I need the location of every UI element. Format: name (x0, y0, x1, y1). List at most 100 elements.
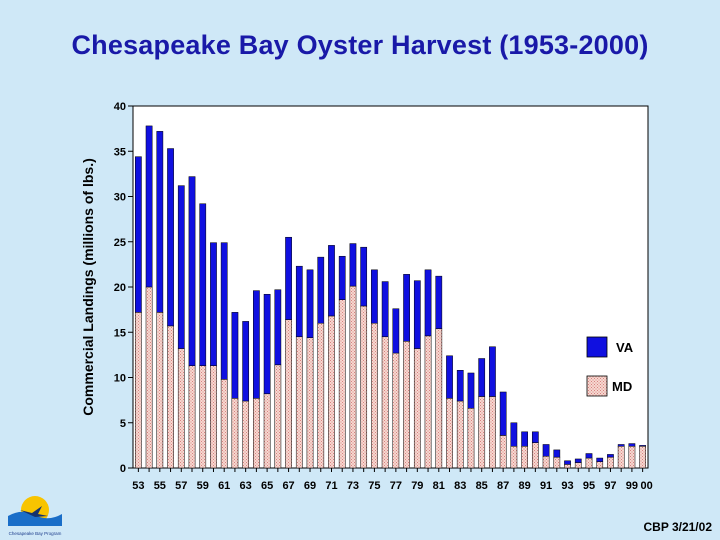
bar-va-79 (413, 280, 421, 349)
bar-va-84 (467, 372, 475, 409)
bar-md-85 (478, 396, 486, 469)
x-tick-label: 89 (518, 480, 530, 492)
bar-va-69 (306, 269, 314, 338)
bar-md-97 (607, 456, 614, 469)
bar-va-63 (242, 321, 250, 402)
bar-va-97 (607, 454, 614, 458)
logo-text: Chesapeake Bay Program (9, 531, 62, 536)
bar-va-89 (521, 431, 528, 447)
bar-va-98 (617, 444, 625, 447)
bar-md-74 (360, 305, 368, 469)
bar-md-79 (413, 348, 421, 469)
bar-md-62 (231, 398, 239, 469)
x-tick-label: 57 (175, 480, 187, 492)
bar-va-93 (564, 460, 571, 465)
bar-va-80 (424, 269, 432, 337)
x-tick-label: 79 (411, 480, 423, 492)
y-tick-label: 15 (114, 327, 126, 339)
bar-va-72 (338, 255, 346, 300)
bar-va-74 (360, 246, 368, 307)
bar-va-81 (435, 275, 443, 329)
bar-va-94 (574, 458, 582, 463)
bar-md-95 (585, 457, 593, 469)
bar-va-66 (274, 289, 282, 366)
x-tick-label: 99 (626, 480, 638, 492)
y-tick-label: 10 (114, 373, 126, 385)
y-tick-label: 0 (120, 463, 126, 475)
plot-area (132, 105, 649, 469)
bar-md-83 (456, 400, 464, 469)
bar-va-64 (253, 290, 260, 399)
bar-md-59 (199, 365, 207, 469)
x-tick-label: 83 (454, 480, 466, 492)
bar-md-75 (371, 322, 378, 469)
y-tick-label: 40 (114, 101, 126, 113)
bar-va-71 (328, 245, 335, 317)
y-axis: 0 5 10 15 20 25 30 35 40 (114, 101, 133, 475)
x-tick-label: 73 (347, 480, 359, 492)
bar-md-80 (424, 335, 432, 469)
bar-md-96 (596, 461, 604, 469)
x-tick-label: 87 (497, 480, 509, 492)
bar-md-71 (328, 315, 335, 469)
bar-md-94 (574, 462, 582, 469)
legend: VA MD (586, 336, 634, 397)
bar-md-99 (628, 446, 636, 469)
bar-md-87 (499, 435, 507, 469)
bar-va-87 (499, 391, 507, 436)
bars-group (135, 125, 646, 469)
x-tick-label: 91 (540, 480, 552, 492)
bar-md-93 (564, 464, 571, 469)
bar-md-61 (220, 379, 228, 469)
bar-va-83 (456, 370, 464, 402)
legend-label-md: MD (612, 379, 632, 394)
footer-date: CBP 3/21/02 (643, 520, 713, 534)
bar-md-66 (274, 364, 282, 469)
x-tick-label: 71 (325, 480, 337, 492)
bar-va-96 (596, 457, 604, 462)
x-tick-label: 77 (390, 480, 402, 492)
bar-md-64 (253, 398, 260, 469)
page-title: Chesapeake Bay Oyster Harvest (1953-2000… (71, 30, 649, 60)
y-tick-label: 5 (120, 418, 126, 430)
x-tick-label: 67 (282, 480, 294, 492)
bar-md-77 (392, 352, 400, 469)
bar-md-68 (295, 336, 303, 469)
bar-md-89 (521, 446, 528, 469)
legend-swatch-va (586, 336, 608, 358)
x-tick-label: 93 (561, 480, 573, 492)
bar-va-90 (531, 431, 539, 443)
bar-md-65 (263, 393, 271, 469)
bar-md-57 (177, 348, 185, 469)
bar-va-62 (231, 312, 239, 399)
chesapeake-bay-program-logo: Chesapeake Bay Program (8, 496, 62, 536)
legend-swatch-md (586, 375, 608, 397)
bar-md-63 (242, 400, 250, 469)
x-tick-label: 61 (218, 480, 230, 492)
bar-va-60 (210, 242, 217, 366)
bar-va-73 (349, 243, 357, 287)
x-tick-label: 00 (641, 480, 653, 492)
bar-va-53 (135, 156, 142, 313)
bar-md-98 (617, 446, 625, 469)
bar-md-76 (381, 336, 389, 469)
x-tick-label: 59 (197, 480, 209, 492)
x-tick-label: 75 (368, 480, 380, 492)
bar-va-68 (295, 265, 303, 338)
bar-md-91 (542, 455, 550, 469)
bar-va-00 (639, 445, 646, 447)
bar-md-78 (403, 341, 410, 469)
bar-va-86 (489, 346, 496, 397)
bar-md-88 (510, 446, 518, 469)
bar-va-95 (585, 453, 593, 459)
bar-va-92 (553, 449, 561, 458)
x-tick-label: 97 (604, 480, 616, 492)
bar-md-90 (531, 442, 539, 469)
x-tick-label: 53 (132, 480, 144, 492)
bar-md-67 (285, 319, 292, 469)
bar-md-60 (210, 365, 217, 469)
bar-md-72 (338, 299, 346, 469)
bar-va-59 (199, 203, 207, 366)
bar-md-56 (167, 325, 174, 469)
